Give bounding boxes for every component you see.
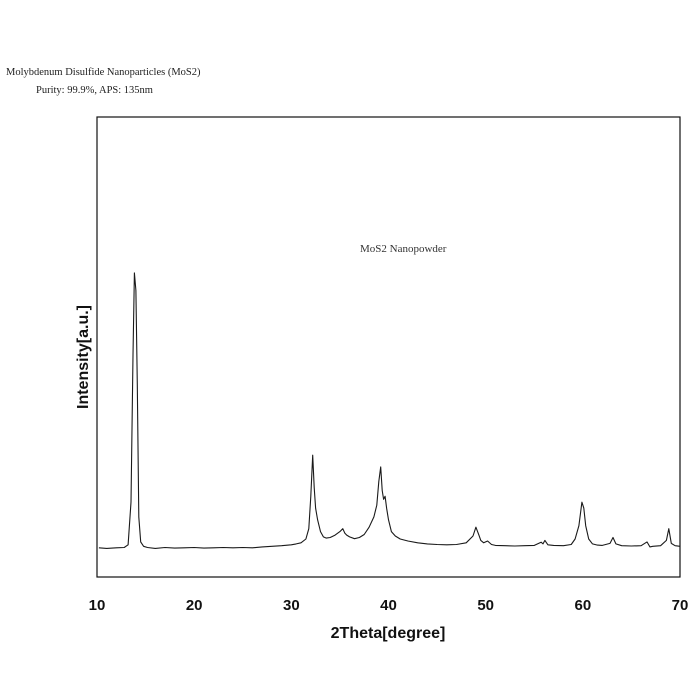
- x-tick-label: 10: [89, 597, 106, 614]
- x-tick-label: 20: [186, 597, 203, 614]
- y-axis-title: Intensity[a.u.]: [75, 305, 92, 409]
- plot-frame: [96, 116, 681, 578]
- chart-title: Molybdenum Disulfide Nanoparticles (MoS2…: [6, 67, 201, 78]
- chart-annotation: MoS2 Nanopowder: [360, 243, 447, 255]
- x-axis-title: 2Theta[degree]: [331, 625, 446, 642]
- x-tick-label: 60: [574, 597, 591, 614]
- ticks-layer: 10 20 30 40 50 60 70: [89, 597, 689, 614]
- marks-layer: [98, 272, 681, 549]
- chart-header: Molybdenum Disulfide Nanoparticles (MoS2…: [6, 64, 201, 100]
- x-tick-label: 70: [672, 597, 689, 614]
- x-tick-label: 40: [380, 597, 397, 614]
- x-tick-label: 50: [477, 597, 494, 614]
- chart-subtitle: Purity: 99.9%, APS: 135nm: [36, 85, 153, 96]
- x-tick-label: 30: [283, 597, 300, 614]
- series-line-0: [98, 272, 681, 549]
